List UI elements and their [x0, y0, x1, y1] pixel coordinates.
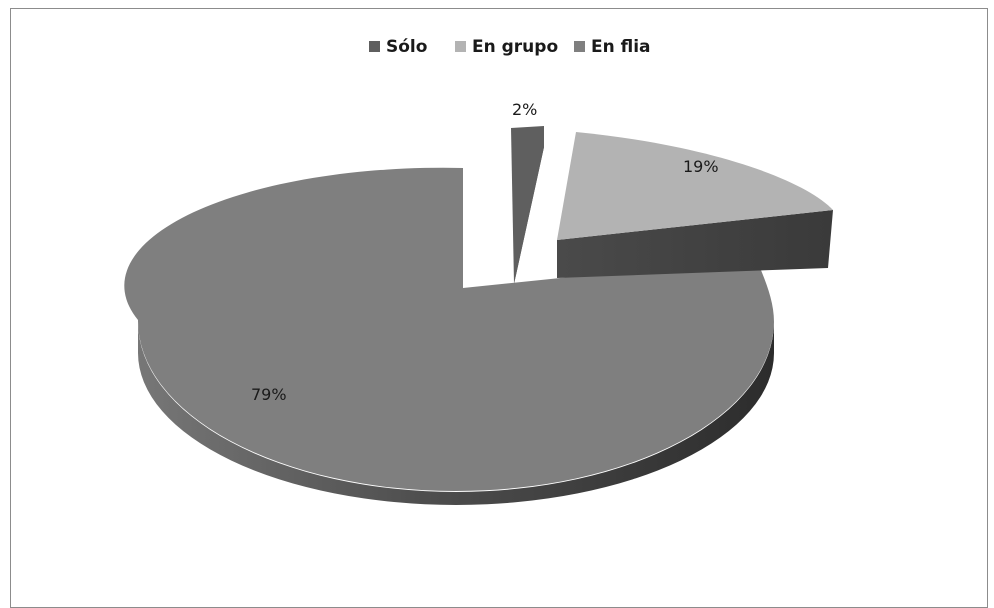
- legend-label-solo: Sólo: [386, 37, 427, 57]
- data-label-solo: 2%: [512, 100, 537, 119]
- legend-swatch-solo: [369, 41, 380, 52]
- slice-solo: [511, 126, 544, 284]
- slice-en-grupo-top: [557, 132, 833, 240]
- legend-label-en-grupo: En grupo: [472, 37, 558, 57]
- slice-en-flia-top: [124, 167, 774, 492]
- slice-en-grupo: [557, 132, 833, 278]
- legend-swatch-en-grupo: [455, 41, 466, 52]
- slice-en-flia: [124, 167, 774, 505]
- slice-en-grupo-side: [557, 210, 833, 278]
- slice-solo-top: [511, 126, 544, 284]
- data-label-en-flia: 79%: [251, 385, 287, 404]
- data-label-en-grupo: 19%: [683, 157, 719, 176]
- legend-swatch-en-flia: [574, 41, 585, 52]
- pie-chart: Sólo En grupo En flia 2% 19% 79%: [124, 37, 833, 505]
- chart-legend: Sólo En grupo En flia: [369, 37, 651, 57]
- legend-label-en-flia: En flia: [591, 37, 651, 57]
- data-labels: 2% 19% 79%: [251, 100, 719, 404]
